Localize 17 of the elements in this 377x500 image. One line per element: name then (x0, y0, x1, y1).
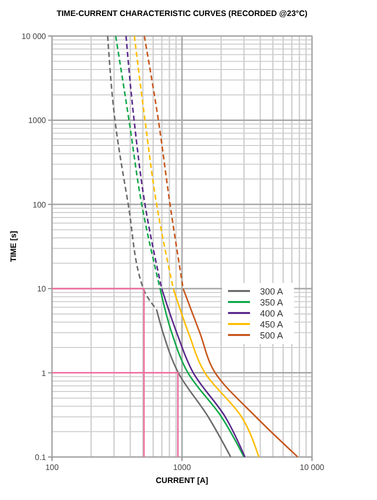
x-tick-label: 1000 (173, 463, 192, 472)
y-tick-label: 1000 (28, 116, 47, 126)
legend-label: 300 A (260, 286, 284, 296)
legend-label: 450 A (260, 320, 284, 330)
x-tick-label: 100 (45, 463, 60, 472)
legend-label: 400 A (260, 308, 284, 318)
x-tick-label: 10 000 (300, 463, 325, 472)
y-tick-label: 100 (32, 200, 47, 210)
legend-label: 500 A (260, 330, 284, 340)
y-tick-label: 1 (42, 368, 47, 378)
y-tick-label: 0.1 (34, 453, 47, 462)
y-axis-title: TIME [s] (9, 230, 18, 262)
chart-title: TIME-CURRENT CHARACTERISTIC CURVES (RECORDED @23°C) (56, 9, 308, 18)
x-axis-title: CURRENT [A] (156, 476, 209, 485)
y-tick-label: 10 000 (22, 32, 47, 41)
y-tick-label: 10 (37, 284, 47, 294)
legend-label: 350 A (260, 298, 284, 308)
